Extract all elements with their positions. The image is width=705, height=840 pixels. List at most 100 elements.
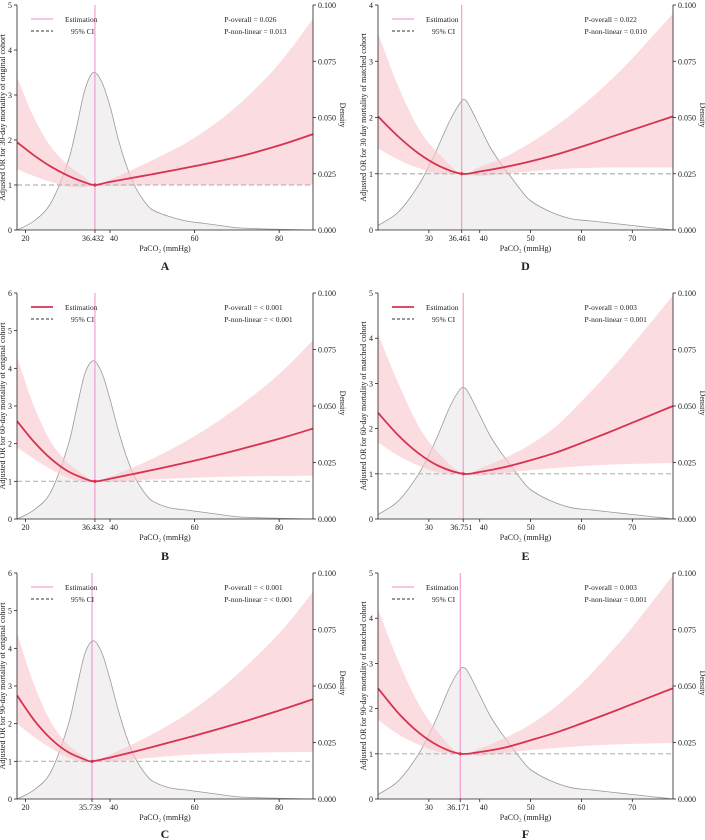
plot-area — [378, 573, 673, 799]
y2-tick-label: 0.075 — [318, 626, 336, 635]
y-tick-label: 5 — [369, 569, 373, 578]
x-tick-label: 50 — [527, 803, 535, 812]
stat-text: P-overall = < 0.001 — [224, 303, 283, 312]
y2-tick-label: 0.100 — [678, 1, 696, 10]
stat-text: P-overall = 0.003 — [585, 583, 638, 592]
y2-tick-label: 0.100 — [318, 569, 336, 578]
plot-area — [17, 293, 313, 519]
x-tick-label: 60 — [577, 803, 585, 812]
y2-tick-label: 0.050 — [678, 114, 696, 123]
y-tick-label: 4 — [8, 644, 12, 653]
y-tick-label: 3 — [8, 91, 12, 100]
y2-tick-label: 0.050 — [318, 402, 336, 411]
density-curve — [378, 387, 673, 519]
panel-letter: F — [522, 827, 529, 840]
estimate-curve — [17, 133, 313, 186]
panel-d: 0 1 2 3 4 0.000 0.025 0.050 0.075 0.100 30 40 50 60 70… — [359, 1, 705, 273]
estimate-curve — [378, 115, 673, 175]
stat-text: P-overall = 0.022 — [585, 15, 638, 24]
y-tick-label: 1 — [369, 170, 373, 179]
reference-label: 36.432 — [82, 234, 104, 243]
legend-ci-label: 95% CI — [432, 27, 456, 36]
x-tick-label: 20 — [21, 803, 29, 812]
reference-point — [461, 472, 465, 476]
reference-label: 36.171 — [447, 803, 469, 812]
y2-tick-label: 0.025 — [678, 459, 696, 468]
y2-tick-label: 0.050 — [318, 114, 336, 123]
x-axis-label: PaCO₂ (mmHg) — [139, 244, 191, 253]
y2-tick-label: 0.050 — [678, 402, 696, 411]
y-tick-label: 0 — [369, 515, 373, 524]
y2-tick-label: 0.025 — [318, 170, 336, 179]
estimate-curve — [378, 687, 673, 755]
panel-a: 0 1 2 3 4 5 0.000 0.025 0.050 0.075 0.100 20 40 60 80 3… — [0, 1, 347, 273]
y-axis-label: Adjusted OR for 90-day mortality of orig… — [0, 602, 7, 770]
estimate-curve — [17, 420, 313, 483]
y2-axis-label: Density — [338, 103, 347, 128]
y-tick-label: 2 — [8, 136, 12, 145]
panel-letter: C — [161, 827, 170, 840]
legend-ci-label: 95% CI — [432, 315, 456, 324]
reference-label: 35.739 — [79, 803, 101, 812]
x-axis-label: PaCO₂ (mmHg) — [500, 533, 552, 542]
y-tick-label: 0 — [369, 795, 373, 804]
legend-estimation-label: Estimation — [426, 583, 459, 592]
y2-axis-label: Density — [698, 391, 705, 416]
x-tick-label: 30 — [425, 803, 433, 812]
y2-tick-label: 0.100 — [318, 1, 336, 10]
plot-area — [378, 5, 673, 230]
reference-label: 36.751 — [450, 523, 472, 532]
y-tick-label: 4 — [8, 46, 12, 55]
x-axis-label: PaCO₂ (mmHg) — [139, 533, 191, 542]
panel-letter: A — [161, 259, 170, 273]
x-tick-label: 70 — [628, 523, 636, 532]
reference-point — [460, 172, 464, 176]
x-tick-label: 70 — [628, 234, 636, 243]
y-tick-label: 3 — [369, 659, 373, 668]
y2-tick-label: 0.075 — [678, 346, 696, 355]
y-tick-label: 2 — [369, 705, 373, 714]
x-tick-label: 30 — [425, 523, 433, 532]
stat-text: P-non-linear = 0.001 — [585, 315, 648, 324]
x-tick-label: 80 — [275, 523, 283, 532]
x-tick-label: 40 — [110, 523, 118, 532]
y-tick-label: 5 — [369, 289, 373, 298]
legend-estimation-label: Estimation — [65, 15, 98, 24]
x-tick-label: 60 — [191, 523, 199, 532]
y-axis-label: Adjusted OR for 60-day mortality of matc… — [359, 321, 368, 491]
y-tick-label: 5 — [8, 327, 12, 336]
y-tick-label: 1 — [8, 757, 12, 766]
y-tick-label: 0 — [8, 226, 12, 235]
legend-ci-label: 95% CI — [71, 315, 95, 324]
y-axis-label: Adjusted OR for 90-day mortality of matc… — [359, 601, 368, 771]
y2-tick-label: 0.075 — [678, 626, 696, 635]
y-tick-label: 4 — [369, 614, 373, 623]
y-tick-label: 1 — [8, 181, 12, 190]
y2-axis-label: Density — [338, 671, 347, 696]
estimate-curve — [378, 405, 673, 475]
y-tick-label: 5 — [8, 607, 12, 616]
x-tick-label: 60 — [577, 234, 585, 243]
y-tick-label: 2 — [369, 425, 373, 434]
y2-axis-label: Density — [698, 103, 705, 128]
y-tick-label: 0 — [8, 795, 12, 804]
plot-area — [378, 293, 673, 519]
y-tick-label: 3 — [8, 682, 12, 691]
density-fill — [17, 360, 313, 519]
panel-letter: B — [161, 549, 169, 563]
y-tick-label: 3 — [369, 379, 373, 388]
stat-text: P-non-linear = 0.013 — [224, 27, 287, 36]
stat-text: P-non-linear = 0.010 — [585, 27, 648, 36]
ci-band — [378, 13, 673, 176]
y2-tick-label: 0.025 — [678, 170, 696, 179]
legend-estimation-label: Estimation — [426, 15, 459, 24]
reference-point — [458, 752, 462, 756]
density-fill — [378, 387, 673, 519]
y-tick-label: 4 — [369, 1, 373, 10]
y2-tick-label: 0.000 — [318, 515, 336, 524]
y-axis-label: Adjusted OR for 30-day mortality of orig… — [0, 33, 7, 201]
y-tick-label: 3 — [8, 402, 12, 411]
density-fill — [17, 640, 313, 799]
y2-tick-label: 0.100 — [678, 289, 696, 298]
density-fill — [378, 99, 673, 230]
